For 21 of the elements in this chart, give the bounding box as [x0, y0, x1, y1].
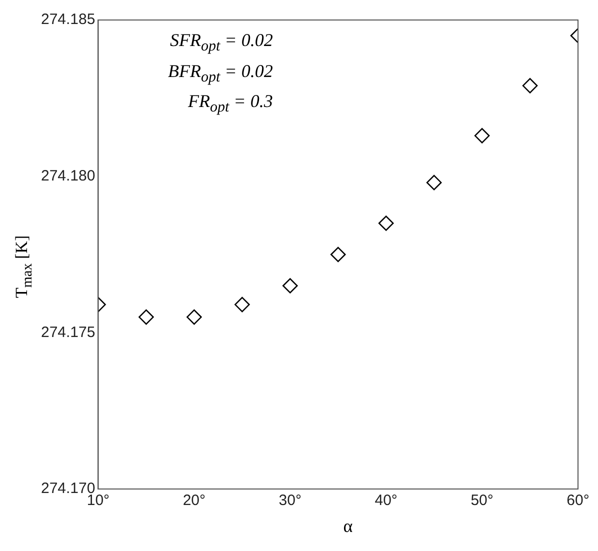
point	[186, 309, 202, 325]
point	[330, 246, 346, 262]
y-tick-label: 274.175	[40, 324, 96, 341]
x-tick-label: 30°	[278, 492, 302, 510]
annotation: BFR$_{opt}$ = 0.02	[168, 60, 273, 88]
point	[522, 78, 538, 94]
point	[474, 128, 490, 144]
x-tick-label: 20°	[182, 492, 206, 510]
x-axis-title: α	[342, 516, 354, 537]
point	[426, 174, 442, 190]
annotation: FR$_{opt}$ = 0.3	[187, 90, 273, 118]
point	[234, 296, 250, 312]
y-tick-label: 274.185	[40, 11, 96, 28]
x-tick-label: 40°	[374, 492, 398, 510]
point	[282, 278, 298, 294]
x-tick-label: 50°	[470, 492, 494, 510]
annotation: SFR$_{opt}$ = 0.02	[169, 29, 273, 57]
x-tick-label: 60°	[566, 492, 590, 510]
point	[378, 216, 394, 231]
point	[138, 309, 154, 325]
y-tick-label: 274.180	[40, 167, 96, 184]
